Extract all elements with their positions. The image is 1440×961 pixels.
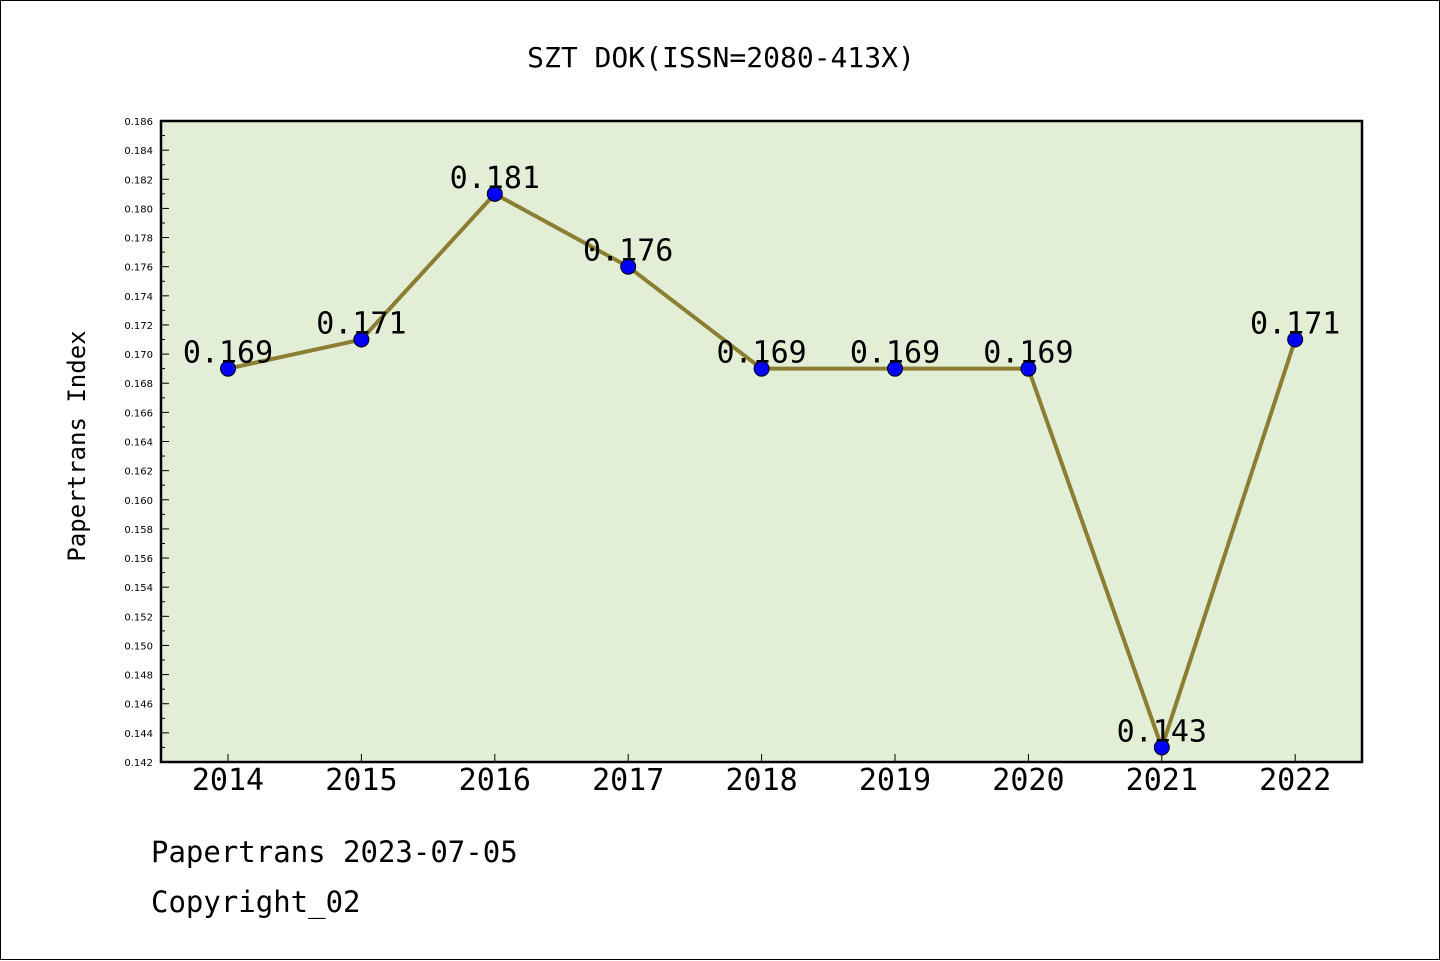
y-tick-label: 0.160 — [124, 496, 153, 507]
x-tick-label: 2020 — [992, 763, 1064, 798]
y-tick-label: 0.158 — [124, 525, 153, 536]
x-axis-ticks: 2014 2015 2016 2017 2018 2019 2020 2021 2022 — [192, 754, 1331, 798]
x-tick-label: 2017 — [592, 763, 664, 798]
y-tick-label: 0.144 — [124, 729, 153, 740]
footer-date-line: Papertrans 2023-07-05 — [151, 835, 518, 869]
data-label: 0.169 — [850, 336, 940, 371]
data-label: 0.169 — [983, 336, 1073, 371]
x-tick-label: 2019 — [859, 763, 931, 798]
x-tick-label: 2015 — [325, 763, 397, 798]
series-group — [220, 185, 1304, 756]
y-tick-label: 0.164 — [124, 438, 153, 449]
data-point — [1287, 331, 1304, 348]
plot-frame — [159, 119, 1364, 764]
data-label-group: 0.169 0.171 0.181 0.176 0.169 0.169 0.169 0.143… — [183, 161, 1341, 750]
y-tick-label: 0.174 — [124, 292, 153, 303]
y-tick-label: 0.148 — [124, 671, 153, 682]
y-tick-label: 0.150 — [124, 641, 153, 652]
data-point — [1020, 360, 1037, 377]
y-tick-label: 0.154 — [124, 583, 153, 594]
data-point — [620, 258, 637, 275]
y-tick-label: 0.152 — [124, 612, 153, 623]
y-axis-ticks: 0.142 0.144 0.146 0.148 0.150 0.152 0.154 0.156… — [124, 117, 169, 769]
x-tick-label: 2021 — [1126, 763, 1198, 798]
data-label: 0.176 — [583, 234, 673, 269]
data-point — [220, 360, 236, 377]
data-point — [887, 360, 903, 377]
y-tick-label: 0.184 — [124, 146, 153, 157]
y-axis-label: Papertrans Index — [63, 330, 91, 561]
y-tick-label: 0.170 — [124, 350, 153, 361]
y-tick-label: 0.166 — [124, 408, 153, 419]
y-tick-label: 0.186 — [124, 117, 153, 128]
y-tick-label: 0.176 — [124, 263, 153, 274]
y-tick-label: 0.168 — [124, 379, 153, 390]
x-tick-label: 2014 — [192, 763, 264, 798]
x-tick-label: 2016 — [459, 763, 531, 798]
data-label: 0.171 — [316, 307, 406, 342]
data-label: 0.181 — [450, 161, 540, 196]
data-point — [486, 185, 503, 202]
data-point — [1153, 739, 1170, 756]
y-tick-label: 0.178 — [124, 234, 153, 245]
data-label: 0.169 — [183, 336, 273, 371]
data-label: 0.169 — [716, 336, 806, 371]
x-tick-label: 2022 — [1259, 763, 1331, 798]
chart-title: SZT DOK(ISSN=2080-413X) — [527, 41, 915, 74]
data-label: 0.171 — [1250, 307, 1340, 342]
y-tick-label: 0.146 — [124, 700, 153, 711]
y-tick-label: 0.172 — [124, 321, 153, 332]
footer-copyright-line: Copyright_02 — [151, 885, 361, 919]
plot-area — [161, 121, 1362, 762]
y-tick-label: 0.182 — [124, 175, 153, 186]
x-tick-label: 2018 — [725, 763, 797, 798]
data-label: 0.143 — [1117, 714, 1207, 749]
data-point — [353, 331, 370, 348]
data-point — [753, 360, 770, 377]
y-tick-label: 0.180 — [124, 204, 153, 215]
y-tick-label: 0.162 — [124, 467, 153, 478]
y-tick-label: 0.142 — [124, 758, 153, 769]
y-tick-label: 0.156 — [124, 554, 153, 565]
